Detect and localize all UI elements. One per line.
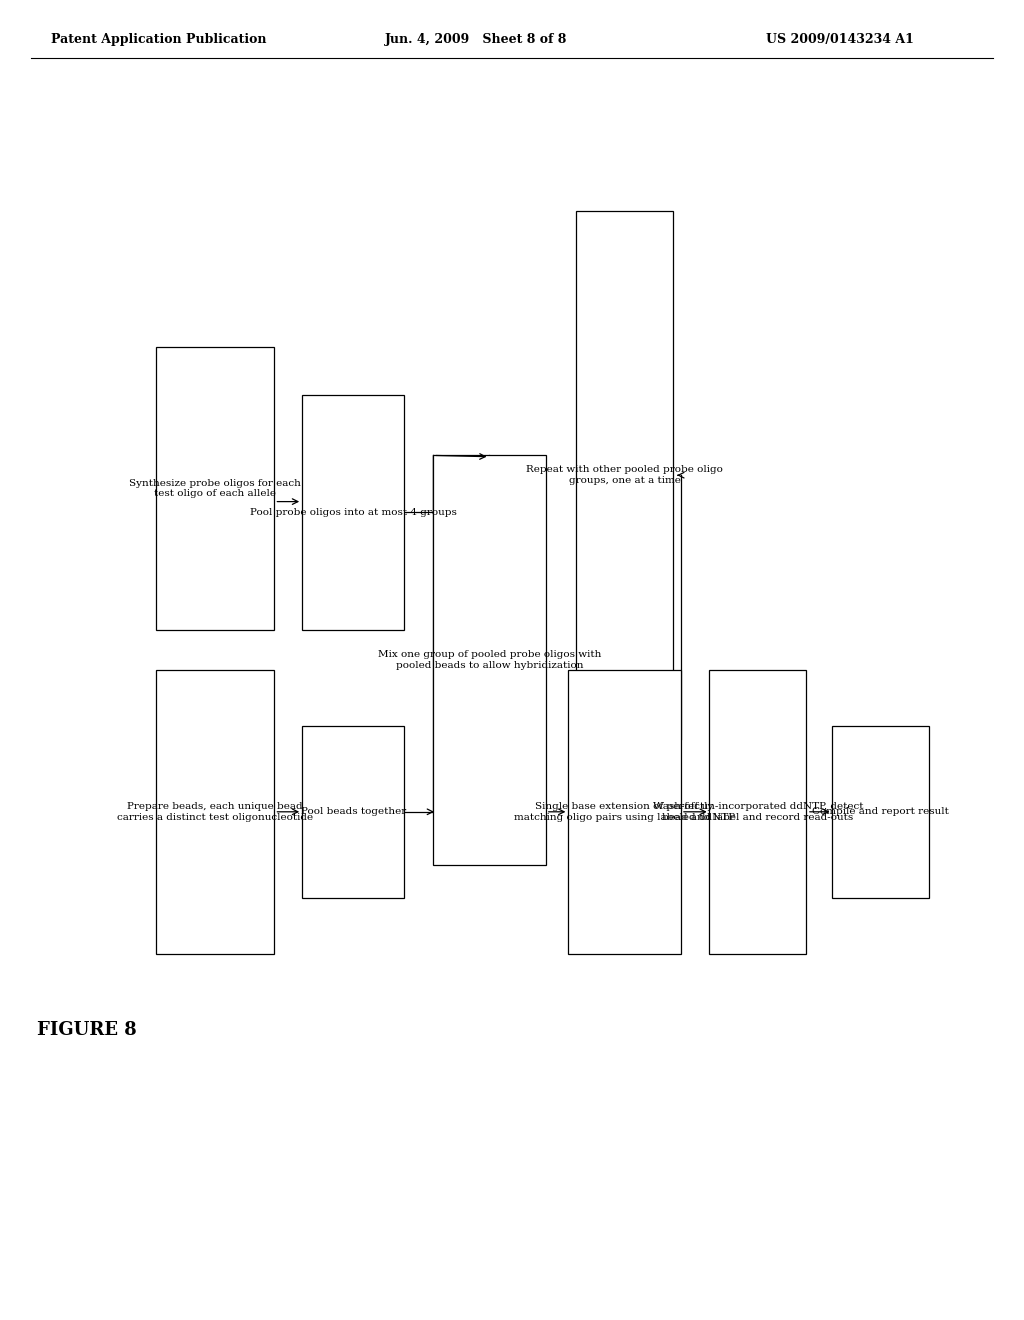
FancyBboxPatch shape (156, 347, 274, 631)
Text: Single base extension of perfectly
matching oligo pairs using labeled ddNTP: Single base extension of perfectly match… (514, 803, 735, 821)
FancyBboxPatch shape (433, 455, 546, 865)
Text: US 2009/0143234 A1: US 2009/0143234 A1 (766, 33, 913, 46)
FancyBboxPatch shape (575, 211, 674, 739)
Text: Jun. 4, 2009   Sheet 8 of 8: Jun. 4, 2009 Sheet 8 of 8 (385, 33, 567, 46)
Text: Wash-off un-incorporated ddNTP, detect
bead and label and record read-outs: Wash-off un-incorporated ddNTP, detect b… (652, 803, 863, 821)
Text: Patent Application Publication: Patent Application Publication (51, 33, 266, 46)
FancyBboxPatch shape (156, 671, 274, 953)
FancyBboxPatch shape (568, 671, 681, 953)
Text: Compile and report result: Compile and report result (812, 808, 949, 816)
Text: Repeat with other pooled probe oligo
groups, one at a time: Repeat with other pooled probe oligo gro… (526, 466, 723, 484)
FancyBboxPatch shape (709, 671, 807, 953)
FancyBboxPatch shape (831, 726, 930, 898)
Text: Synthesize probe oligos for each
test oligo of each allele: Synthesize probe oligos for each test ol… (129, 479, 301, 498)
Text: Pool beads together: Pool beads together (301, 808, 406, 816)
FancyBboxPatch shape (302, 395, 404, 630)
FancyBboxPatch shape (302, 726, 404, 898)
Text: Pool probe oligos into at most 4 groups: Pool probe oligos into at most 4 groups (250, 508, 457, 516)
Text: Mix one group of pooled probe oligos with
pooled beads to allow hybridization: Mix one group of pooled probe oligos wit… (378, 651, 601, 669)
Text: FIGURE 8: FIGURE 8 (37, 1020, 137, 1039)
Text: Prepare beads, each unique bead
carries a distinct test oligonucleotide: Prepare beads, each unique bead carries … (117, 803, 313, 821)
